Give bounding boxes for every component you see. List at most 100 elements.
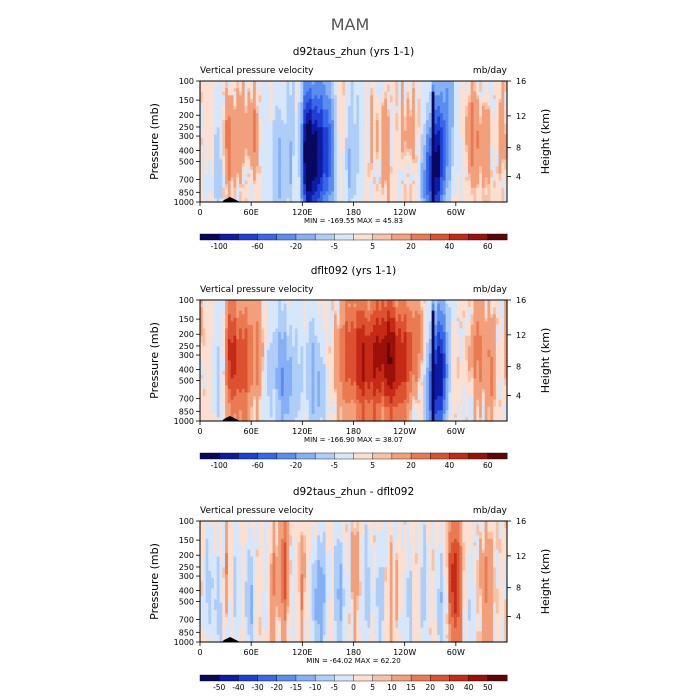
heatmap-cell	[202, 406, 207, 411]
heatmap-cell	[420, 109, 424, 114]
heatmap-cell	[317, 159, 321, 164]
heatmap-cell	[381, 105, 385, 111]
heatmap-cell	[278, 339, 282, 344]
heatmap-cell	[236, 159, 240, 164]
heatmap-cell	[465, 152, 469, 157]
heatmap-cell	[322, 130, 327, 135]
x-tick-label: 60W	[447, 208, 465, 217]
heatmap-cell	[501, 105, 505, 111]
heatmap-cell	[219, 81, 223, 86]
heatmap-cell	[283, 116, 288, 121]
heatmap-cell	[275, 392, 279, 397]
heatmap-cell	[359, 169, 363, 175]
heatmap-cell	[278, 356, 282, 362]
heatmap-cell	[250, 141, 254, 146]
heatmap-cell	[378, 148, 383, 153]
heatmap-cell	[409, 84, 413, 89]
heatmap-cell	[398, 141, 402, 146]
heatmap-cell	[328, 169, 332, 175]
heatmap-cell	[434, 173, 438, 178]
heatmap-cell	[283, 184, 288, 189]
heatmap-cell	[253, 342, 257, 347]
heatmap-cell	[467, 120, 472, 125]
heatmap-cell	[289, 317, 293, 322]
heatmap-cell	[261, 98, 265, 103]
heatmap-cell	[364, 166, 369, 171]
heatmap-cell	[280, 360, 285, 365]
heatmap-cell	[453, 123, 458, 128]
heatmap-cell	[275, 81, 279, 86]
heatmap-cell	[448, 152, 452, 157]
heatmap-cell	[347, 88, 352, 93]
heatmap-cell	[289, 194, 293, 200]
heatmap-cell	[420, 141, 424, 146]
heatmap-cell	[255, 356, 260, 362]
heatmap-cell	[333, 169, 338, 175]
heatmap-cell	[473, 88, 477, 93]
heatmap-cell	[417, 109, 422, 114]
heatmap-cell	[403, 155, 408, 160]
heatmap-cell	[456, 102, 461, 107]
heatmap-cell	[219, 374, 223, 379]
heatmap-cell	[414, 173, 419, 178]
heatmap-cell	[465, 120, 469, 125]
heatmap-cell	[278, 300, 282, 305]
heatmap-cell	[233, 410, 237, 415]
heatmap-cell	[208, 130, 212, 135]
heatmap-cell	[314, 187, 318, 192]
heatmap-cell	[230, 184, 235, 189]
heatmap-cell	[490, 134, 494, 139]
heatmap-cell	[448, 88, 452, 93]
heatmap-cell	[375, 127, 380, 132]
heatmap-cell	[484, 120, 489, 125]
heatmap-cell	[239, 342, 243, 347]
heatmap-cell	[328, 105, 332, 111]
heatmap-cell	[258, 105, 262, 111]
heatmap-cell	[227, 349, 232, 354]
heatmap-cell	[255, 335, 260, 340]
heatmap-cell	[219, 332, 223, 337]
heatmap-cell	[451, 134, 455, 139]
heatmap-cell	[205, 130, 209, 135]
heatmap-cell	[400, 127, 405, 132]
heatmap-cell	[462, 187, 466, 192]
heatmap-cell	[266, 356, 271, 362]
heatmap-cell	[211, 307, 215, 312]
heatmap-cell	[322, 145, 327, 150]
heatmap-cell	[225, 346, 229, 351]
heatmap-cell	[247, 342, 251, 347]
heatmap-cell	[213, 88, 218, 93]
heatmap-cell	[297, 123, 302, 128]
heatmap-cell	[225, 88, 229, 93]
heatmap-cell	[219, 191, 223, 196]
heatmap-cell	[498, 84, 503, 89]
heatmap-cell	[356, 187, 360, 192]
heatmap-cell	[222, 134, 226, 139]
heatmap-cell	[345, 169, 349, 175]
heatmap-cell	[364, 159, 369, 164]
heatmap-cell	[498, 162, 503, 168]
heatmap-cell	[264, 317, 268, 322]
heatmap-cell	[250, 155, 254, 160]
heatmap-cell	[476, 109, 480, 114]
heatmap-cell	[300, 159, 304, 164]
heatmap-cell	[211, 81, 215, 86]
heatmap-cell	[353, 116, 357, 121]
heatmap-cell	[202, 145, 207, 150]
heatmap-cell	[347, 180, 352, 185]
heatmap-cell	[200, 91, 204, 96]
heatmap-cell	[493, 162, 497, 168]
heatmap-cell	[236, 152, 240, 157]
heatmap-cell	[420, 194, 424, 200]
heatmap-cell	[216, 378, 221, 383]
heatmap-cell	[233, 134, 237, 139]
heatmap-cell	[314, 137, 318, 143]
heatmap-cell	[347, 194, 352, 200]
heatmap-cell	[264, 349, 268, 354]
heatmap-cell	[386, 137, 391, 143]
heatmap-cell	[233, 159, 237, 164]
heatmap-cell	[504, 148, 508, 153]
heatmap-cell	[250, 399, 254, 404]
heatmap-cell	[462, 191, 466, 196]
heatmap-cell	[213, 191, 218, 196]
